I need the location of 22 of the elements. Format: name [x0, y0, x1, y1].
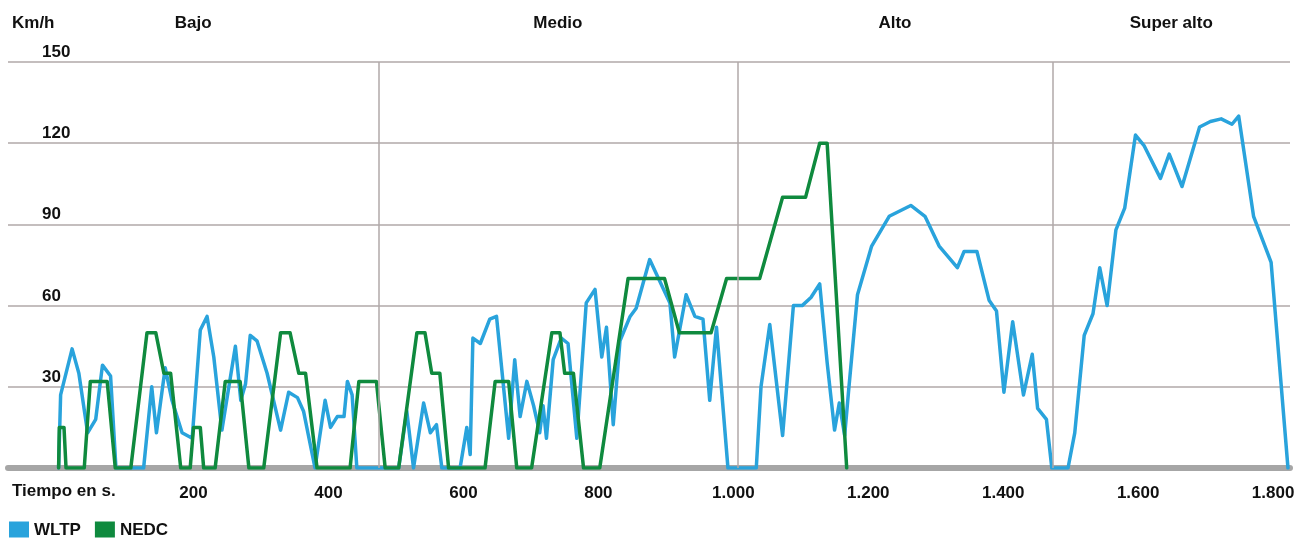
- y-tick-label: 60: [42, 285, 61, 305]
- y-tick-label: 30: [42, 366, 61, 386]
- text: Super alto: [1129, 13, 1213, 32]
- x-tick-label: 400: [314, 483, 343, 502]
- x-tick-label: 200: [179, 483, 208, 502]
- x-axis-title: Tiempo en s.: [12, 481, 116, 500]
- x-tick-label: 800: [584, 483, 613, 502]
- legend-label: WLTP: [34, 520, 81, 539]
- x-tick-label: 1.400: [981, 483, 1025, 502]
- x-tick-label: 1.600: [1116, 483, 1160, 502]
- y-axis-title: Km/h: [12, 13, 55, 32]
- x-tick-label: 1.800: [1251, 483, 1295, 502]
- y-tick-label: 90: [42, 204, 61, 224]
- text: Medio: [533, 13, 583, 32]
- y-tick-label: 120: [42, 123, 71, 143]
- x-tick-label: 600: [449, 483, 478, 502]
- x-tick-label: 1.200: [847, 483, 890, 502]
- y-tick-label: 150: [42, 42, 71, 61]
- text: Bajo: [174, 13, 212, 32]
- legend-label: NEDC: [119, 520, 169, 539]
- text: Alto: [878, 13, 912, 32]
- x-tick-label: 1.000: [712, 483, 755, 502]
